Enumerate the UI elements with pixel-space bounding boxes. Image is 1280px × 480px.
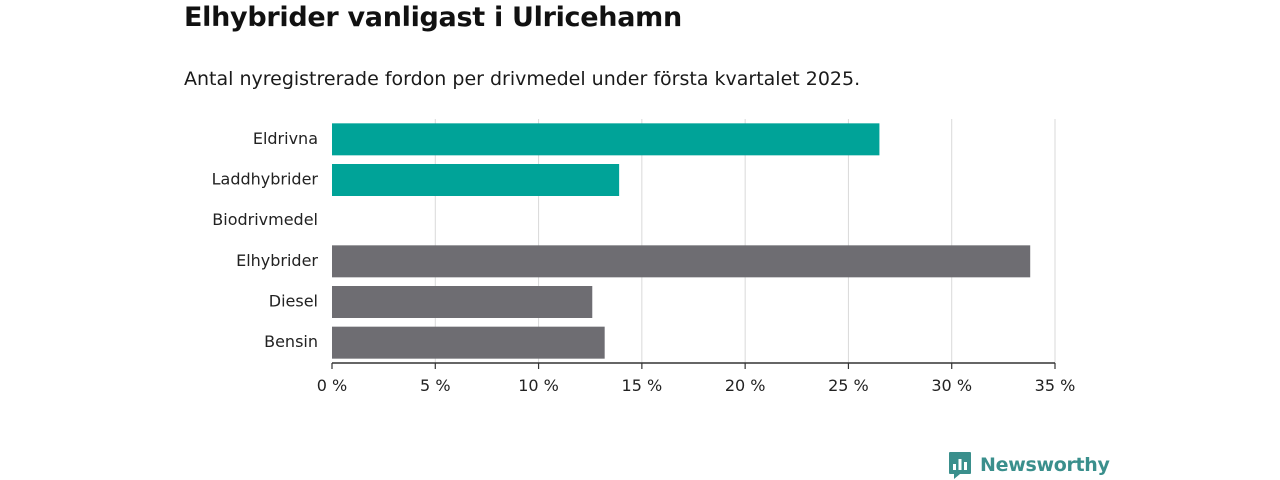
x-tick-label: 15 % [622,376,663,395]
bar-eldrivna [332,123,880,156]
newsworthy-logo-icon [949,452,971,479]
bar-diesel [332,286,593,318]
brand-name: Newsworthy [980,454,1110,476]
category-label: Elhybrider [236,251,318,270]
chart-title: Elhybrider vanligast i Ulricehamn [184,2,682,33]
bar-bensin [332,326,605,359]
category-label: Diesel [269,292,318,311]
x-tick-label: 35 % [1035,376,1076,395]
x-tick-label: 25 % [828,376,869,395]
category-label: Bensin [264,332,318,351]
bar-elhybrider [332,245,1031,278]
x-tick-label: 10 % [518,376,559,395]
bar-laddhybrider [332,164,620,196]
chart-subtitle: Antal nyregistrerade fordon per drivmede… [184,68,861,90]
x-tick-label: 30 % [931,376,972,395]
brand: Newsworthy [948,450,1110,480]
category-label: Laddhybrider [212,170,319,189]
x-tick-label: 20 % [725,376,766,395]
x-tick-label: 0 % [317,376,347,395]
x-tick-label: 5 % [420,376,450,395]
category-label: Eldrivna [253,129,318,148]
category-label: Biodrivmedel [212,210,318,229]
